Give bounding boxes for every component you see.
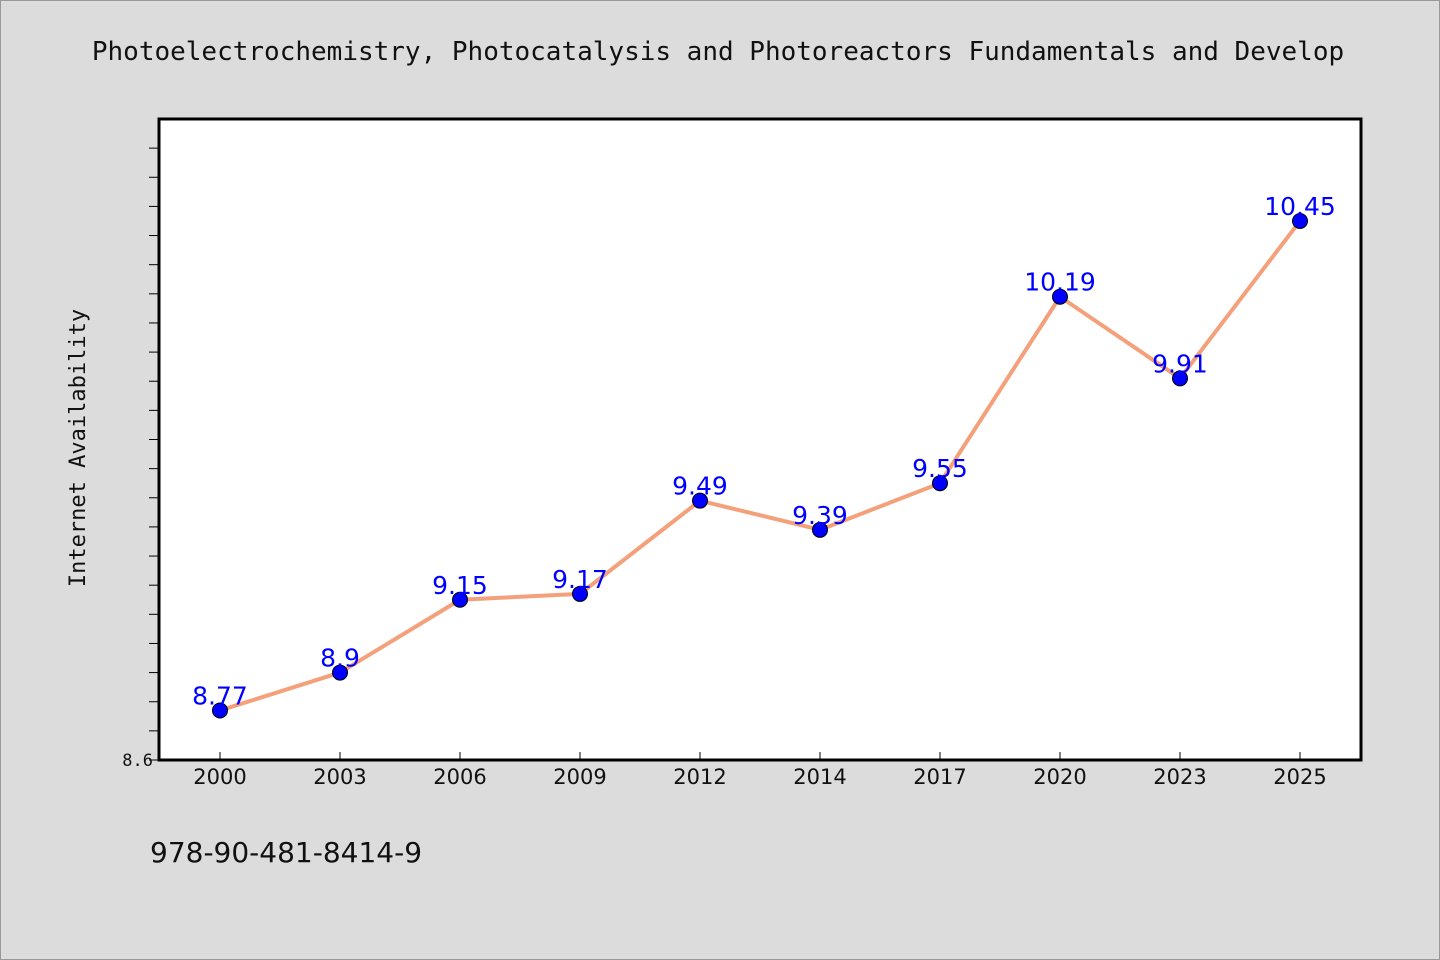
data-label: 8.77 [192, 681, 248, 710]
plot-area [157, 117, 1363, 762]
data-label: 9.39 [792, 501, 848, 530]
x-axis-ticks: 2000 2003 2006 2009 2012 2014 2017 2020 2023 2025 [193, 752, 1327, 789]
data-label: 9.15 [432, 571, 488, 600]
y-tick-label: 8.6 [122, 751, 153, 771]
data-label: 10.45 [1264, 192, 1336, 221]
data-point [332, 664, 348, 681]
data-point [212, 702, 228, 719]
data-point [932, 475, 948, 492]
x-tick-label: 2009 [553, 765, 606, 789]
data-point [692, 492, 708, 509]
data-label: 8.9 [320, 644, 360, 673]
data-label: 9.55 [912, 454, 968, 483]
data-label: 9.91 [1152, 349, 1208, 378]
data-label: 10.19 [1024, 268, 1096, 297]
y-axis-label: Internet Availability [66, 309, 91, 587]
data-point [1172, 370, 1188, 387]
x-tick-label: 2000 [193, 765, 246, 789]
x-tick-label: 2025 [1273, 765, 1326, 789]
data-point [1052, 288, 1068, 305]
chart-title: Photoelectrochemistry, Photocatalysis an… [92, 37, 1344, 67]
data-point [452, 591, 468, 608]
isbn-text: 978-90-481-8414-9 [150, 836, 422, 869]
data-point [572, 585, 588, 602]
data-label: 9.49 [672, 472, 728, 501]
x-tick-label: 2014 [793, 765, 846, 789]
x-tick-label: 2012 [673, 765, 726, 789]
data-point [812, 521, 828, 538]
x-tick-label: 2017 [913, 765, 966, 789]
x-tick-label: 2006 [433, 765, 486, 789]
data-point [1292, 212, 1308, 229]
x-tick-label: 2003 [313, 765, 366, 789]
y-axis-ticks: 8.6 [122, 147, 159, 771]
x-tick-label: 2020 [1033, 765, 1086, 789]
x-tick-label: 2023 [1153, 765, 1206, 789]
data-label: 9.17 [552, 565, 608, 594]
series-layer: 8.77 8.9 9.15 9.17 9.49 9.39 9.55 10.19 9.91 10.4… [192, 192, 1336, 719]
series-line [218, 218, 1302, 713]
